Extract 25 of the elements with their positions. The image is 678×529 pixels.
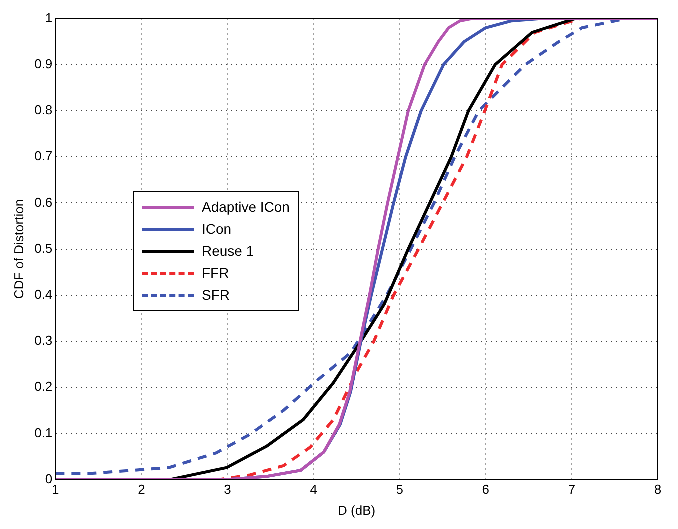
y-axis-title: CDF of Distortion [11, 199, 26, 300]
legend-label: SFR [202, 287, 230, 303]
x-tick-label: 8 [654, 482, 662, 498]
y-tick-label: 0.6 [34, 194, 53, 210]
x-tick-label: 3 [224, 482, 232, 498]
x-tick-label: 2 [138, 482, 146, 498]
legend-label: FFR [202, 265, 230, 281]
x-tick-label: 5 [396, 482, 404, 498]
legend-label: Reuse 1 [202, 243, 254, 259]
legend-label: ICon [202, 221, 232, 237]
y-tick-label: 0.9 [34, 56, 53, 72]
y-tick-label: 0 [45, 471, 53, 486]
y-tick-label: 0.8 [34, 102, 53, 118]
x-tick-label: 7 [568, 482, 576, 498]
x-tick-label: 4 [310, 482, 318, 498]
legend-label: Adaptive ICon [202, 199, 290, 215]
y-tick-label: 0.2 [34, 379, 53, 394]
y-tick-label: 0.7 [34, 148, 53, 164]
y-tick-label: 0.3 [34, 333, 53, 348]
y-tick-label: 0.1 [34, 425, 53, 440]
x-tick-label: 6 [482, 482, 490, 498]
x-axis-title: D (dB) [338, 502, 376, 518]
y-tick-label: 0.5 [34, 240, 53, 256]
y-tick-label: 0.4 [34, 286, 53, 302]
y-tick-label: 1 [45, 10, 53, 26]
